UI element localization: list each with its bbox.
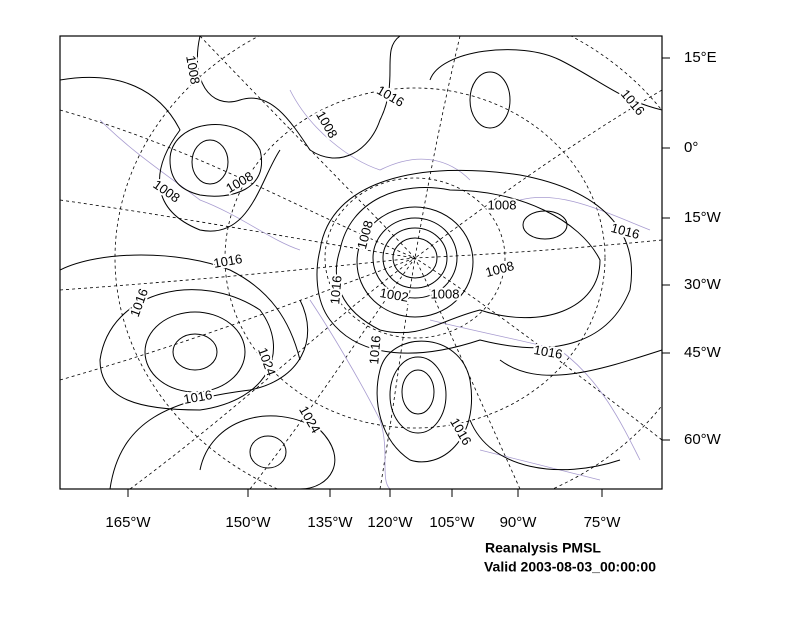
lat-label: 30°W	[684, 276, 722, 293]
lat-label: 60°W	[684, 431, 722, 448]
contour-label: 1016	[212, 251, 243, 271]
contour-label: 1016	[533, 342, 564, 362]
contour-label: 1002	[379, 285, 410, 305]
contour-label: 1008	[183, 54, 203, 85]
map-content	[60, 36, 662, 489]
lat-label: 0°	[684, 139, 698, 156]
caption: Valid 2003-08-03_00:00:00	[484, 559, 656, 575]
lon-label: 75°W	[584, 514, 622, 531]
lat-label: 15°W	[684, 209, 722, 226]
lon-label: 120°W	[367, 514, 413, 531]
isobars	[60, 36, 662, 489]
contour-label: 1016	[182, 387, 213, 407]
map-frame	[59, 35, 663, 490]
lat-label: 15°E	[684, 49, 717, 66]
contour-label: 1016	[327, 275, 344, 305]
lon-label: 135°W	[307, 514, 353, 531]
lat-label: 45°W	[684, 344, 722, 361]
contour-label: 1016	[366, 335, 383, 365]
lon-label: 90°W	[500, 514, 538, 531]
caption: Reanalysis PMSL	[485, 540, 601, 556]
lon-label: 150°W	[225, 514, 271, 531]
contour-label: 1008	[488, 197, 517, 212]
contour-label: 1008	[431, 286, 460, 301]
lon-label: 105°W	[429, 514, 475, 531]
coastlines	[99, 89, 651, 489]
lon-label: 165°W	[105, 514, 151, 531]
